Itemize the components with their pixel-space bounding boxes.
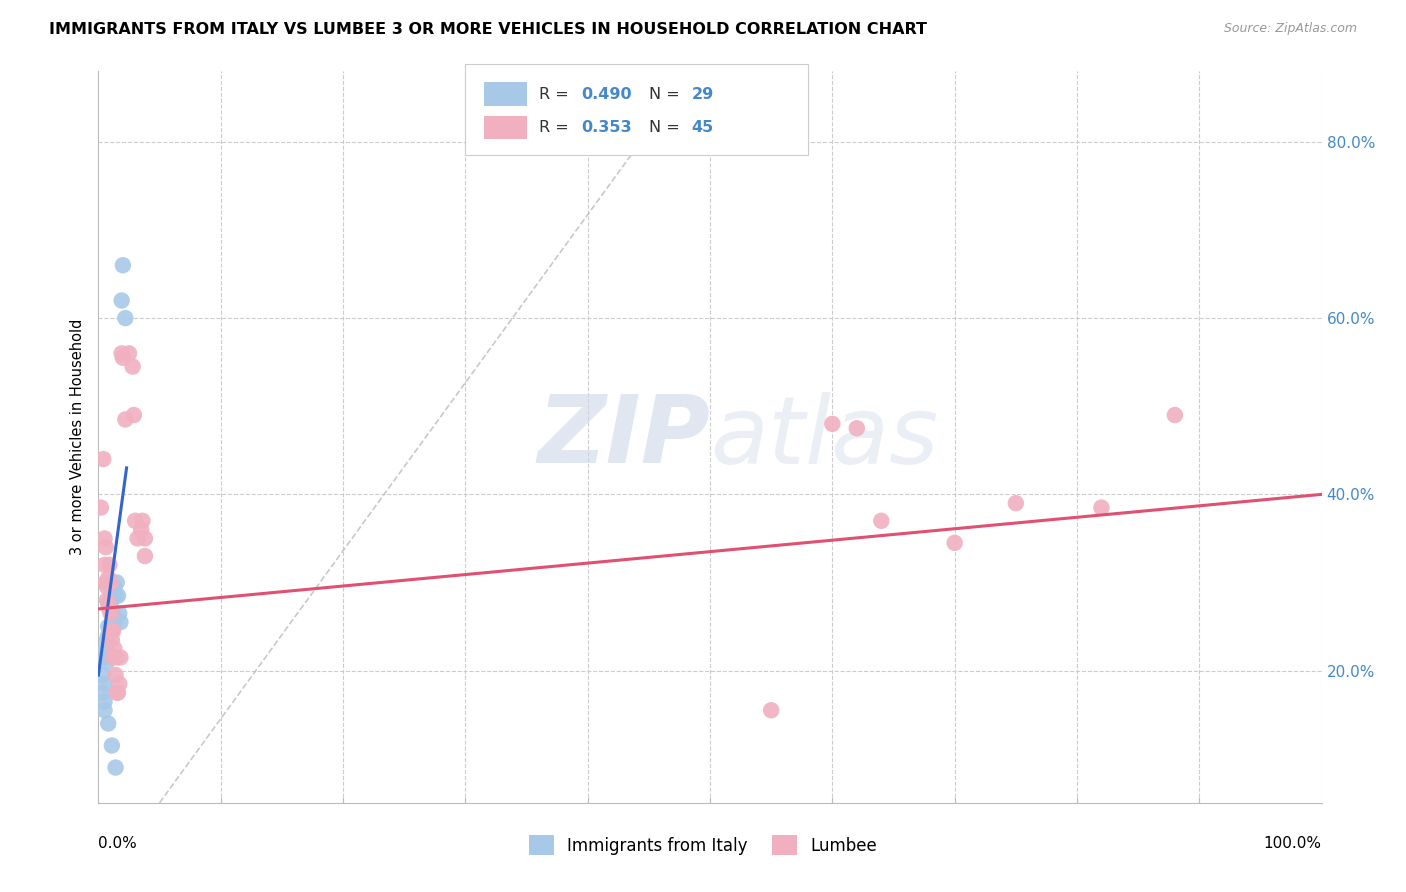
Point: [93, 532, 115, 546]
Point: [100, 607, 122, 621]
Point: [93, 558, 115, 572]
Point: [821, 417, 844, 431]
Point: [97, 571, 120, 585]
Text: 0.490: 0.490: [582, 87, 633, 102]
Point: [122, 408, 145, 422]
Text: 29: 29: [692, 87, 714, 102]
Text: 45: 45: [692, 120, 714, 136]
Point: [111, 293, 134, 308]
Point: [96, 593, 118, 607]
Y-axis label: 3 or more Vehicles in Household: 3 or more Vehicles in Household: [69, 319, 84, 555]
Point: [105, 650, 128, 665]
Point: [107, 686, 129, 700]
Point: [118, 346, 141, 360]
Point: [91, 452, 114, 467]
Point: [127, 532, 149, 546]
Point: [101, 739, 124, 753]
Text: atlas: atlas: [710, 392, 938, 483]
Point: [107, 589, 129, 603]
Point: [96, 655, 118, 669]
Point: [94, 540, 117, 554]
Text: R =: R =: [538, 120, 574, 136]
Point: [97, 619, 120, 633]
Point: [101, 607, 124, 621]
Text: ZIP: ZIP: [537, 391, 710, 483]
Point: [131, 514, 153, 528]
Point: [100, 575, 122, 590]
Point: [121, 359, 143, 374]
Point: [134, 532, 156, 546]
Point: [96, 632, 118, 647]
Point: [124, 514, 146, 528]
Point: [97, 598, 120, 612]
Point: [101, 624, 124, 638]
Point: [103, 580, 125, 594]
Point: [96, 580, 118, 594]
Point: [108, 607, 131, 621]
Point: [90, 500, 112, 515]
Point: [111, 258, 134, 272]
Text: R =: R =: [538, 87, 574, 102]
Point: [110, 650, 132, 665]
Text: IMMIGRANTS FROM ITALY VS LUMBEE 3 OR MORE VEHICLES IN HOUSEHOLD CORRELATION CHAR: IMMIGRANTS FROM ITALY VS LUMBEE 3 OR MOR…: [49, 22, 927, 37]
FancyBboxPatch shape: [484, 82, 526, 106]
Point: [93, 703, 115, 717]
Point: [91, 686, 114, 700]
Point: [94, 575, 117, 590]
Point: [870, 514, 893, 528]
Point: [845, 421, 868, 435]
Point: [129, 523, 152, 537]
Point: [100, 575, 122, 590]
Point: [104, 589, 127, 603]
Point: [93, 694, 115, 708]
Point: [103, 615, 125, 629]
Point: [1090, 500, 1112, 515]
Point: [110, 615, 132, 629]
Text: 100.0%: 100.0%: [1264, 836, 1322, 851]
Point: [1004, 496, 1026, 510]
Point: [943, 536, 966, 550]
Point: [101, 589, 124, 603]
Point: [103, 641, 125, 656]
FancyBboxPatch shape: [465, 64, 808, 155]
Point: [98, 602, 121, 616]
FancyBboxPatch shape: [484, 116, 526, 139]
Point: [98, 602, 121, 616]
Point: [94, 641, 117, 656]
Point: [101, 632, 124, 647]
Point: [91, 668, 114, 682]
Point: [114, 311, 136, 326]
Point: [97, 716, 120, 731]
Point: [101, 624, 124, 638]
Point: [104, 668, 127, 682]
Point: [1164, 408, 1187, 422]
Point: [104, 760, 127, 774]
Point: [111, 346, 134, 360]
Text: Source: ZipAtlas.com: Source: ZipAtlas.com: [1223, 22, 1357, 36]
Text: 0.0%: 0.0%: [98, 836, 138, 851]
Point: [761, 703, 783, 717]
Point: [114, 412, 136, 426]
Point: [111, 351, 134, 365]
Text: N =: N =: [648, 120, 685, 136]
Point: [105, 686, 128, 700]
Point: [101, 650, 124, 665]
Point: [97, 628, 120, 642]
Point: [93, 677, 115, 691]
Point: [94, 650, 117, 665]
Point: [100, 598, 122, 612]
Text: 0.353: 0.353: [582, 120, 633, 136]
Text: N =: N =: [648, 87, 685, 102]
Point: [108, 677, 131, 691]
Point: [134, 549, 156, 563]
Point: [105, 575, 128, 590]
Point: [98, 558, 121, 572]
Legend: Immigrants from Italy, Lumbee: Immigrants from Italy, Lumbee: [522, 829, 884, 862]
